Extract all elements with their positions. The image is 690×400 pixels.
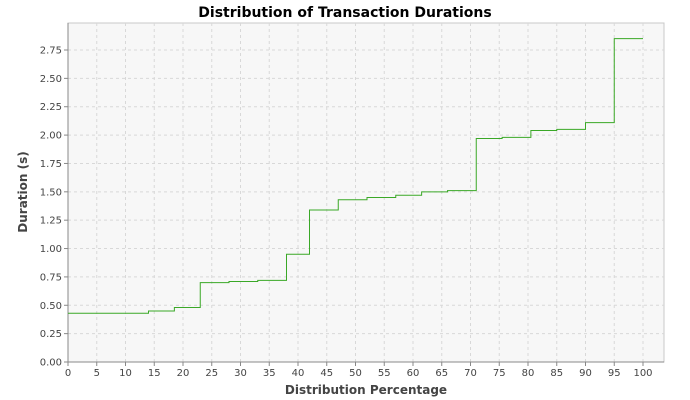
y-tick-label: 1.00 xyxy=(40,244,62,255)
x-tick-label: 95 xyxy=(608,368,621,379)
y-tick-label: 0.25 xyxy=(40,329,62,340)
x-tick-label: 0 xyxy=(65,368,71,379)
x-tick-label: 55 xyxy=(378,368,391,379)
x-tick-label: 30 xyxy=(234,368,247,379)
y-tick-label: 2.00 xyxy=(40,131,62,142)
y-tick-label: 1.75 xyxy=(40,159,62,170)
x-tick-label: 50 xyxy=(349,368,362,379)
grid-layer xyxy=(68,23,664,362)
x-tick-label: 45 xyxy=(320,368,333,379)
x-tick-label: 35 xyxy=(263,368,276,379)
x-axis-label: Distribution Percentage xyxy=(285,383,447,397)
y-tick-label: 0.00 xyxy=(40,358,62,369)
axis-layer: 0 5 10 15 20 25 30 35 40 45 50 55 60 65 70 75 80 85 90 95 10… xyxy=(40,23,664,379)
x-tick-label: 60 xyxy=(407,368,420,379)
x-tick-label: 90 xyxy=(579,368,592,379)
x-tick-label: 20 xyxy=(177,368,190,379)
y-tick-label: 2.75 xyxy=(40,46,62,57)
x-tick-label: 70 xyxy=(464,368,477,379)
chart-title: Distribution of Transaction Durations xyxy=(198,5,491,21)
y-tick-label: 1.25 xyxy=(40,216,62,227)
series-layer xyxy=(68,38,643,314)
y-tick-label: 1.50 xyxy=(40,187,62,198)
y-axis-label: Duration (s) xyxy=(16,151,30,232)
x-tick-label: 100 xyxy=(633,368,652,379)
x-tick-label: 15 xyxy=(148,368,161,379)
x-tick-label: 5 xyxy=(94,368,100,379)
y-tick-label: 0.75 xyxy=(40,272,62,283)
x-tick-label: 40 xyxy=(292,368,305,379)
x-tick-label: 80 xyxy=(522,368,535,379)
y-tick-label: 2.50 xyxy=(40,74,62,85)
y-tick-label: 0.50 xyxy=(40,301,62,312)
x-tick-label: 25 xyxy=(205,368,218,379)
x-tick-label: 75 xyxy=(493,368,506,379)
x-tick-label: 85 xyxy=(550,368,563,379)
y-tick-label: 2.25 xyxy=(40,102,62,113)
series-line xyxy=(68,38,643,314)
x-tick-label: 10 xyxy=(119,368,132,379)
x-tick-label: 65 xyxy=(435,368,448,379)
plot-area xyxy=(67,22,665,363)
